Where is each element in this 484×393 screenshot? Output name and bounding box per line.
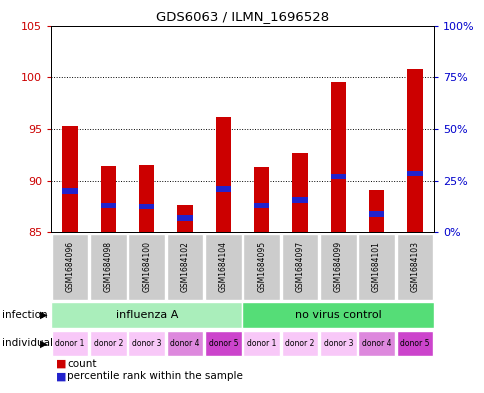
Bar [281,331,318,356]
Text: ■: ■ [56,371,66,382]
Text: GSM1684100: GSM1684100 [142,241,151,292]
Bar [139,204,154,209]
Bar [292,152,307,232]
Title: GDS6063 / ILMN_1696528: GDS6063 / ILMN_1696528 [156,10,328,23]
Bar [407,171,422,176]
Bar [51,303,242,328]
Bar [243,233,279,299]
Bar [177,215,192,220]
Bar [90,331,126,356]
Text: ■: ■ [56,358,66,369]
Text: donor 3: donor 3 [132,339,161,348]
Text: GSM1684102: GSM1684102 [180,241,189,292]
Bar [166,331,203,356]
Text: GSM1684104: GSM1684104 [218,241,227,292]
Bar [358,331,394,356]
Bar [101,166,116,232]
Bar [139,165,154,232]
Text: ▶: ▶ [40,338,47,349]
Text: GSM1684096: GSM1684096 [65,241,75,292]
Text: GSM1684098: GSM1684098 [104,241,113,292]
Bar [166,233,203,299]
Bar [205,331,241,356]
Bar [128,233,165,299]
Bar [368,190,383,232]
Bar [52,233,88,299]
Text: percentile rank within the sample: percentile rank within the sample [67,371,242,382]
Text: GSM1684097: GSM1684097 [295,241,304,292]
Text: donor 1: donor 1 [246,339,276,348]
Text: donor 3: donor 3 [323,339,352,348]
Bar [90,233,126,299]
Text: count: count [67,358,96,369]
Bar [368,211,383,217]
Bar [254,202,269,208]
Bar [242,303,433,328]
Text: individual: individual [2,338,53,349]
Text: donor 4: donor 4 [170,339,199,348]
Text: no virus control: no virus control [294,310,381,320]
Text: donor 1: donor 1 [55,339,85,348]
Bar [330,174,345,179]
Bar [243,331,279,356]
Bar [254,167,269,232]
Text: GSM1684099: GSM1684099 [333,241,342,292]
Bar [215,186,230,192]
Bar [319,331,356,356]
Bar [292,197,307,203]
Bar [330,83,345,232]
Bar [205,233,241,299]
Text: ▶: ▶ [40,310,47,320]
Bar [281,233,318,299]
Text: donor 4: donor 4 [361,339,391,348]
Text: donor 2: donor 2 [285,339,314,348]
Bar [52,331,88,356]
Bar [319,233,356,299]
Bar [177,206,192,232]
Bar [215,116,230,232]
Text: donor 2: donor 2 [93,339,123,348]
Bar [62,188,77,194]
Text: GSM1684095: GSM1684095 [257,241,266,292]
Bar [128,331,165,356]
Text: infection: infection [2,310,48,320]
Text: influenza A: influenza A [115,310,178,320]
Bar [358,233,394,299]
Bar [396,331,432,356]
Text: donor 5: donor 5 [399,339,429,348]
Text: GSM1684101: GSM1684101 [371,241,380,292]
Bar [101,202,116,208]
Bar [407,69,422,232]
Text: GSM1684103: GSM1684103 [409,241,419,292]
Bar [396,233,432,299]
Bar [62,126,77,232]
Text: donor 5: donor 5 [208,339,238,348]
